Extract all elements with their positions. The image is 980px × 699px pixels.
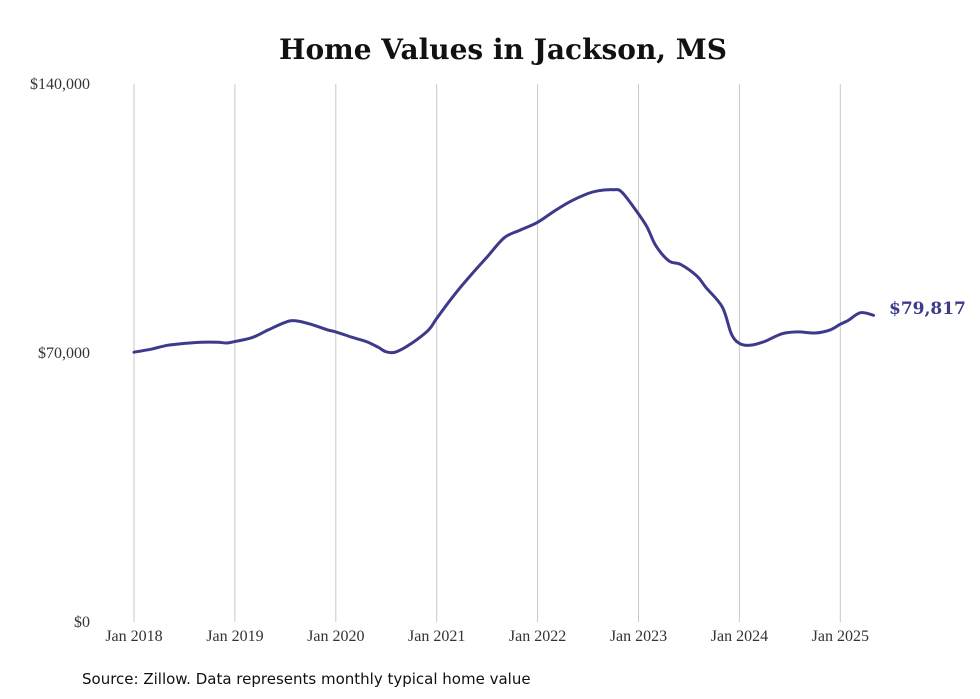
source-note: Source: Zillow. Data represents monthly … bbox=[82, 670, 531, 688]
y-tick-label: $70,000 bbox=[38, 345, 90, 362]
home-value-line bbox=[132, 188, 876, 355]
y-axis-ticks: $0 $70,000 $140,000 bbox=[30, 76, 90, 631]
y-tick-label: $0 bbox=[74, 614, 90, 631]
chart-title: Home Values in Jackson, MS bbox=[279, 33, 727, 66]
x-tick-label: Jan 2025 bbox=[812, 628, 869, 645]
x-axis-ticks: Jan 2018 Jan 2019 Jan 2020 Jan 2021 Jan 2022… bbox=[105, 628, 869, 645]
x-tick-label: Jan 2020 bbox=[307, 628, 364, 645]
y-tick-label: $140,000 bbox=[30, 76, 90, 93]
gridlines bbox=[133, 84, 841, 622]
x-tick-label: Jan 2023 bbox=[610, 628, 667, 645]
x-tick-label: Jan 2021 bbox=[408, 628, 465, 645]
x-tick-label: Jan 2024 bbox=[711, 628, 768, 645]
x-tick-label: Jan 2019 bbox=[206, 628, 263, 645]
latest-value-label: $79,817 bbox=[889, 299, 966, 319]
x-tick-label: Jan 2018 bbox=[105, 628, 162, 645]
x-tick-label: Jan 2022 bbox=[509, 628, 566, 645]
